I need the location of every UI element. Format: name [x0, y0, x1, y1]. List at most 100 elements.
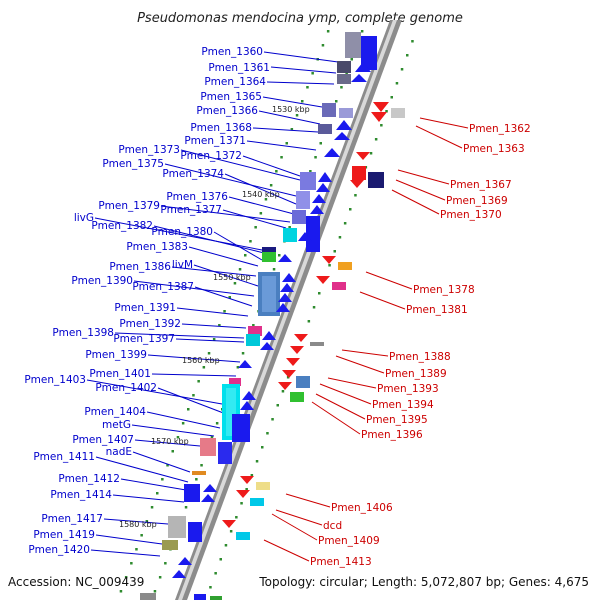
gene-block[interactable] — [339, 108, 353, 118]
gene-label[interactable]: Pmen_1368 — [190, 122, 252, 134]
gene-arrow[interactable] — [294, 334, 308, 342]
gene-label[interactable]: Pmen_1360 — [201, 46, 263, 58]
gene-block[interactable] — [290, 392, 304, 402]
gene-block[interactable] — [368, 172, 384, 188]
gene-label[interactable]: Pmen_1381 — [406, 304, 468, 316]
gene-arrow[interactable] — [351, 74, 367, 82]
gene-arrow[interactable] — [282, 370, 296, 378]
gene-arrow[interactable] — [310, 205, 324, 214]
gene-label[interactable]: Pmen_1394 — [372, 399, 434, 411]
gene-label[interactable]: Pmen_1373 — [118, 144, 180, 156]
gene-block[interactable] — [338, 262, 352, 270]
gene-block[interactable] — [322, 103, 336, 117]
gene-block[interactable] — [262, 276, 276, 312]
gene-label[interactable]: Pmen_1403 — [24, 374, 86, 386]
gene-label[interactable]: Pmen_1396 — [361, 429, 423, 441]
gene-label[interactable]: Pmen_1397 — [113, 333, 175, 345]
gene-block[interactable] — [194, 594, 206, 600]
gene-label[interactable]: livG — [74, 212, 94, 224]
gene-block[interactable] — [300, 172, 316, 190]
gene-label[interactable]: Pmen_1393 — [377, 383, 439, 395]
gene-block[interactable] — [192, 471, 206, 475]
gene-arrow[interactable] — [178, 557, 192, 565]
gene-arrow[interactable] — [203, 484, 217, 492]
gene-arrow[interactable] — [240, 476, 254, 484]
gene-arrow[interactable] — [242, 391, 256, 400]
gene-block[interactable] — [232, 414, 250, 442]
gene-label[interactable]: Pmen_1404 — [84, 406, 146, 418]
gene-block[interactable] — [250, 498, 264, 506]
gene-label[interactable]: Pmen_1371 — [184, 135, 246, 147]
gene-label[interactable]: Pmen_1409 — [318, 535, 380, 547]
gene-arrow[interactable] — [316, 183, 330, 192]
gene-arrow[interactable] — [350, 180, 364, 188]
gene-arrow[interactable] — [286, 358, 300, 366]
gene-block[interactable] — [337, 61, 351, 73]
gene-label[interactable]: Pmen_1363 — [463, 143, 525, 155]
gene-label[interactable]: Pmen_1420 — [28, 544, 90, 556]
gene-label[interactable]: Pmen_1407 — [72, 434, 134, 446]
gene-label[interactable]: Pmen_1374 — [162, 168, 224, 180]
gene-label[interactable]: Pmen_1386 — [109, 261, 171, 273]
gene-block[interactable] — [229, 378, 241, 386]
gene-label[interactable]: Pmen_1399 — [85, 349, 147, 361]
gene-arrow[interactable] — [282, 273, 296, 282]
gene-arrow[interactable] — [355, 62, 371, 72]
gene-arrow[interactable] — [280, 283, 294, 292]
gene-label[interactable]: Pmen_1417 — [41, 513, 103, 525]
gene-arrow[interactable] — [334, 132, 350, 140]
gene-label[interactable]: Pmen_1379 — [98, 200, 160, 212]
gene-block[interactable] — [236, 532, 250, 540]
gene-label[interactable]: Pmen_1395 — [366, 414, 428, 426]
gene-block[interactable] — [184, 484, 200, 502]
gene-arrow[interactable] — [278, 254, 292, 262]
gene-arrow[interactable] — [324, 148, 340, 157]
gene-label[interactable]: Pmen_1389 — [385, 368, 447, 380]
gene-label[interactable]: livM — [172, 259, 193, 271]
gene-arrow[interactable] — [172, 570, 186, 578]
gene-label[interactable]: Pmen_1364 — [204, 76, 266, 88]
gene-block[interactable] — [246, 334, 260, 346]
gene-block[interactable] — [168, 516, 186, 538]
gene-block[interactable] — [248, 326, 262, 336]
gene-block[interactable] — [140, 593, 156, 600]
gene-label[interactable]: Pmen_1372 — [180, 150, 242, 162]
gene-block[interactable] — [292, 210, 306, 224]
gene-block[interactable] — [296, 376, 310, 388]
gene-block[interactable] — [306, 216, 320, 252]
gene-arrow[interactable] — [298, 232, 312, 241]
gene-label[interactable]: Pmen_1406 — [331, 502, 393, 514]
gene-arrow[interactable] — [238, 360, 252, 368]
gene-label[interactable]: Pmen_1366 — [196, 105, 258, 117]
gene-block[interactable] — [218, 442, 232, 464]
gene-label[interactable]: dcd — [323, 520, 342, 532]
gene-block[interactable] — [256, 482, 270, 490]
gene-arrow[interactable] — [312, 194, 326, 203]
gene-block[interactable] — [352, 166, 366, 180]
gene-label[interactable]: Pmen_1401 — [89, 368, 151, 380]
gene-block[interactable] — [188, 522, 202, 542]
gene-label[interactable]: Pmen_1413 — [310, 556, 372, 568]
gene-block[interactable] — [345, 32, 361, 58]
gene-label[interactable]: Pmen_1392 — [119, 318, 181, 330]
gene-block[interactable] — [296, 191, 310, 209]
gene-label[interactable]: Pmen_1383 — [126, 241, 188, 253]
gene-label[interactable]: Pmen_1377 — [160, 204, 222, 216]
gene-label[interactable]: Pmen_1362 — [469, 123, 531, 135]
gene-arrow[interactable] — [316, 276, 330, 284]
gene-arrow[interactable] — [222, 520, 236, 528]
gene-arrow[interactable] — [290, 346, 304, 354]
gene-block[interactable] — [361, 36, 377, 70]
gene-arrow[interactable] — [373, 102, 389, 112]
gene-block[interactable] — [200, 438, 216, 456]
gene-label[interactable]: Pmen_1382 — [91, 220, 153, 232]
gene-arrow[interactable] — [336, 120, 352, 130]
gene-arrow[interactable] — [262, 331, 276, 340]
gene-label[interactable]: Pmen_1388 — [389, 351, 451, 363]
gene-arrow[interactable] — [322, 256, 336, 264]
gene-label[interactable]: Pmen_1367 — [450, 179, 512, 191]
gene-label[interactable]: Pmen_1411 — [33, 451, 95, 463]
gene-arrow[interactable] — [201, 494, 215, 502]
gene-block[interactable] — [210, 596, 222, 600]
gene-arrow[interactable] — [276, 303, 290, 312]
